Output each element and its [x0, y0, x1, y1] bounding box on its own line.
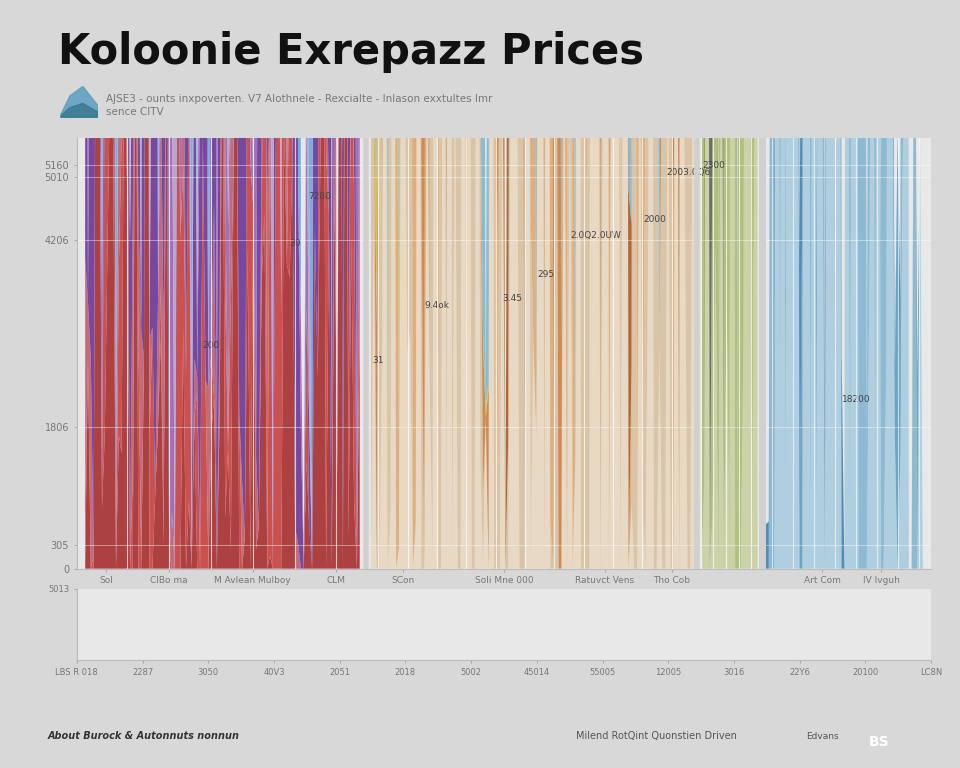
Text: AJSE3 - ounts inxpoverten. V7 Alothnele - Rexcialte - Inlason exxtultes lmr
senc: AJSE3 - ounts inxpoverten. V7 Alothnele …	[106, 94, 492, 117]
Text: 2.0Q2.0UW: 2.0Q2.0UW	[570, 231, 621, 240]
Text: 200: 200	[203, 340, 220, 349]
Text: 2000: 2000	[643, 215, 666, 224]
Text: 18200: 18200	[842, 396, 870, 404]
Text: SLAle 20(01 Dent 6(1b): SLAle 20(01 Dent 6(1b)	[748, 617, 847, 625]
Text: 9.4ok: 9.4ok	[424, 301, 449, 310]
Text: 31: 31	[372, 356, 384, 366]
Text: 3.45: 3.45	[502, 293, 522, 303]
Text: 2003.0Q6: 2003.0Q6	[666, 168, 710, 177]
Text: 7280: 7280	[308, 192, 331, 201]
Text: 30: 30	[289, 239, 300, 248]
Text: About Burock & Autonnuts nonnun: About Burock & Autonnuts nonnun	[48, 731, 240, 741]
Text: Milend RotQint Quonstien Driven: Milend RotQint Quonstien Driven	[576, 731, 737, 741]
Text: Edvans: Edvans	[806, 732, 839, 741]
Text: Koloonie Exrepazz Prices: Koloonie Exrepazz Prices	[58, 31, 643, 73]
Text: 2300: 2300	[702, 161, 725, 170]
Text: 295: 295	[538, 270, 555, 279]
Text: BS: BS	[869, 735, 889, 749]
